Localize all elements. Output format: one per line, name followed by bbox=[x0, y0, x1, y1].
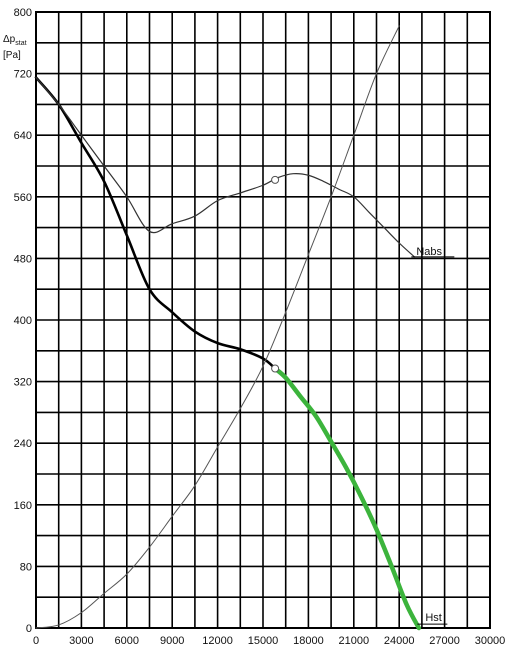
y-tick-label: 480 bbox=[14, 253, 32, 265]
labels: Nabs Hst bbox=[411, 246, 455, 625]
series-line-hst-operating bbox=[272, 366, 422, 631]
x-tick-label: 6000 bbox=[115, 635, 139, 647]
x-tick-label: 18000 bbox=[293, 635, 324, 647]
x-tick-label: 15000 bbox=[248, 635, 279, 647]
curve-label-hst: Hst bbox=[425, 612, 442, 624]
series-line-hst-upper bbox=[34, 76, 277, 370]
axes: 0 3000 6000 9000 12000 15000 18000 21000 24000 27… bbox=[14, 7, 505, 647]
y-tick-label: 560 bbox=[14, 192, 32, 204]
series-line-system bbox=[35, 25, 400, 629]
data-point-marker bbox=[271, 175, 280, 184]
data-point-marker bbox=[271, 364, 280, 373]
y-axis-label: Δpstat bbox=[3, 34, 27, 47]
series-line-nabs bbox=[35, 76, 415, 258]
x-tick-label: 27000 bbox=[429, 635, 460, 647]
plot-frame bbox=[35, 11, 491, 629]
y-tick-label: 720 bbox=[14, 69, 32, 81]
y-tick-label: 80 bbox=[20, 561, 32, 573]
y-tick-label: 400 bbox=[14, 315, 32, 327]
grid bbox=[35, 11, 491, 629]
y-axis-label-sub: stat bbox=[15, 40, 26, 47]
y-tick-label: 160 bbox=[14, 500, 32, 512]
y-tick-label: 800 bbox=[14, 7, 32, 19]
x-tick-label: 9000 bbox=[160, 635, 184, 647]
y-axis-unit: [Pa] bbox=[3, 50, 21, 61]
x-tick-label: 24000 bbox=[384, 635, 415, 647]
y-tick-label: 240 bbox=[14, 438, 32, 450]
y-tick-label: 0 bbox=[26, 623, 32, 635]
x-tick-label: 0 bbox=[33, 635, 39, 647]
y-axis-label-main: Δp bbox=[3, 34, 16, 45]
x-tick-label: 3000 bbox=[69, 635, 93, 647]
y-tick-label: 640 bbox=[14, 130, 32, 142]
x-tick-label: 30000 bbox=[475, 635, 505, 647]
y-tick-label: 320 bbox=[14, 377, 32, 389]
x-tick-label: 21000 bbox=[339, 635, 370, 647]
curve-label-nabs: Nabs bbox=[416, 246, 442, 258]
series bbox=[34, 25, 422, 631]
x-tick-label: 12000 bbox=[202, 635, 233, 647]
